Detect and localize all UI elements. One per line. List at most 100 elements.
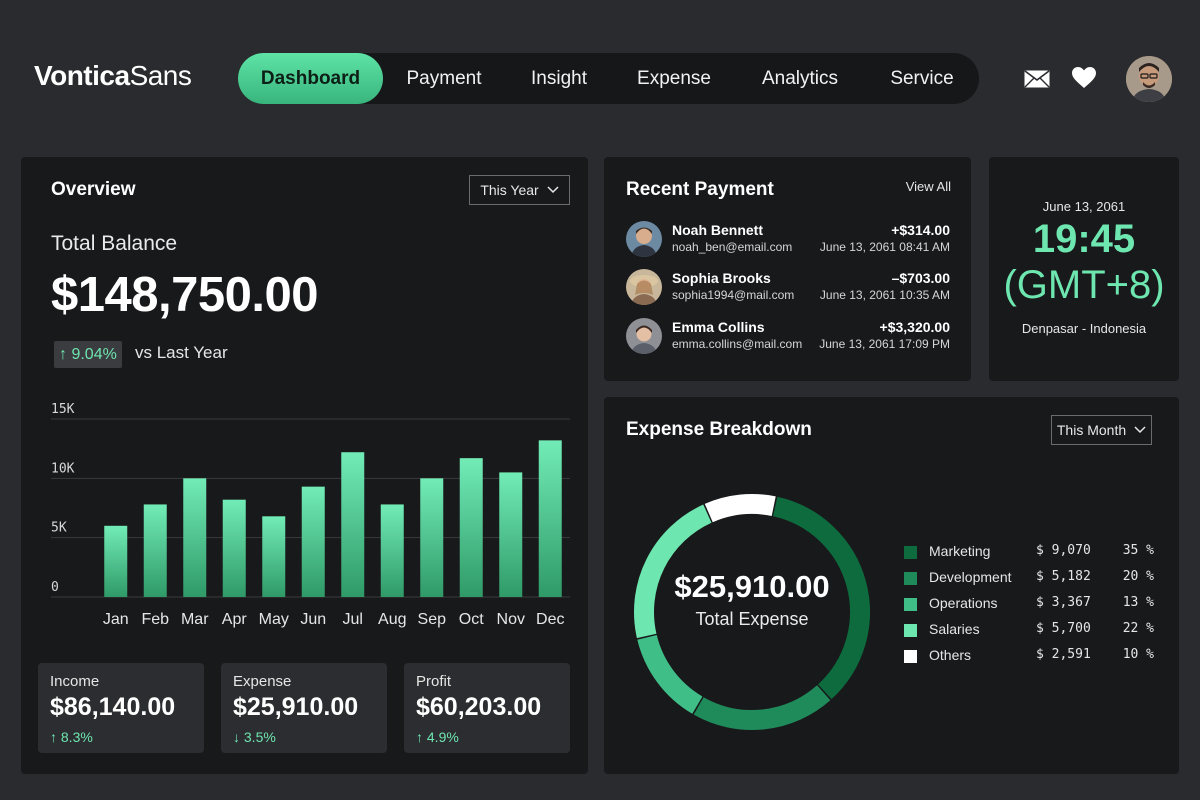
x-tick-label: Feb [141,611,169,628]
x-tick-label: Jun [300,611,326,628]
legend-amount: $ 2,591 [1036,647,1091,662]
legend-name: Others [929,647,972,663]
recent-payment-title: Recent Payment [626,179,774,200]
avatar [626,221,662,257]
nav-dashboard[interactable]: Dashboard [238,53,383,104]
overview-period-dropdown[interactable]: This Year [469,175,570,205]
profit-value: $60,203.00 [416,693,542,721]
chart-bar-oct[interactable] [459,458,483,597]
payment-amount: –$703.00 [891,270,950,286]
donut-slice-others[interactable] [704,494,776,523]
y-tick-label: 0 [51,580,59,595]
recent-payment-panel: Recent Payment View All Noah Bennett noa… [604,157,971,381]
legend-item-development: Development $ 5,182 20 % [904,568,1154,588]
payer-name: Emma Collins [672,319,765,335]
x-tick-label: May [259,611,289,628]
chart-bar-dec[interactable] [538,440,562,597]
user-avatar[interactable] [1126,56,1172,102]
income-card: Income $86,140.00 ↑ 8.3% [38,663,204,753]
x-tick-label: Aug [378,611,406,628]
chart-bar-jun[interactable] [301,486,325,597]
chart-bar-jan[interactable] [104,525,128,597]
logo-light-text: Sans [129,60,192,91]
payment-amount: +$314.00 [891,222,950,238]
donut-slice-development[interactable] [693,685,831,730]
chart-bar-aug[interactable] [380,504,404,597]
mail-icon[interactable] [1024,70,1050,92]
y-tick-label: 15K [51,402,75,417]
legend-swatch [904,598,917,611]
chart-bar-feb[interactable] [143,504,167,597]
x-tick-label: Sep [418,611,447,628]
expense-value: $25,910.00 [233,693,359,721]
x-tick-label: Oct [459,611,484,628]
avatar [626,269,662,305]
nav-insight[interactable]: Insight [531,67,587,89]
chart-bar-jul[interactable] [341,452,365,597]
total-expense-label: Total Expense [695,609,809,629]
income-change: ↑ 8.3% [50,729,93,745]
payment-row[interactable]: Noah Bennett noah_ben@email.com +$314.00… [604,219,971,259]
chart-bar-nov[interactable] [499,472,523,597]
y-tick-label: 10K [51,461,75,476]
donut-slice-marketing[interactable] [772,496,870,700]
view-all-link[interactable]: View All [905,179,951,194]
expense-donut-chart [634,494,870,730]
main-nav: Dashboard Payment Insight Expense Analyt… [238,53,979,104]
y-tick-label: 5K [51,521,67,536]
nav-analytics[interactable]: Analytics [761,67,839,89]
total-balance-value: $148,750.00 [51,268,319,322]
nav-payment[interactable]: Payment [406,67,482,89]
overview-title: Overview [51,179,136,200]
legend-percent: 35 % [1122,543,1154,558]
clock-date: June 13, 2061 [1042,199,1126,214]
legend-item-operations: Operations $ 3,367 13 % [904,594,1154,614]
expense-card: Expense $25,910.00 ↓ 3.5% [221,663,387,753]
donut-slice-salaries[interactable] [634,504,712,639]
legend-swatch [904,624,917,637]
clock-timezone: (GMT+8) [1003,263,1165,307]
legend-item-marketing: Marketing $ 9,070 35 % [904,542,1154,562]
legend-name: Operations [929,595,998,611]
chart-bar-may[interactable] [262,516,286,597]
legend-amount: $ 9,070 [1036,543,1091,558]
expense-breakdown-panel: Expense Breakdown This Month $25,910.00 … [604,397,1179,774]
payment-row[interactable]: Emma Collins emma.collins@mail.com +$3,3… [604,316,971,356]
chart-bar-apr[interactable] [222,499,246,597]
x-tick-label: Dec [536,611,564,628]
nav-service[interactable]: Service [890,67,954,89]
heart-icon[interactable] [1072,67,1098,89]
x-tick-label: Jul [343,611,363,628]
expense-label: Expense [233,673,292,690]
payment-row[interactable]: Sophia Brooks sophia1994@mail.com –$703.… [604,267,971,307]
payer-name: Sophia Brooks [672,270,771,286]
chart-bar-sep[interactable] [420,478,444,597]
clock-panel: June 13, 2061 19:45 (GMT+8) Denpasar - I… [989,157,1179,381]
donut-slice-operations[interactable] [637,634,703,714]
balance-bar-chart: 0 5K 10K 15K Jan Feb Mar Apr May Jun Jul Aug Sep Oct N… [51,402,570,628]
chevron-down-icon [1134,426,1146,434]
legend-swatch [904,650,917,663]
profit-label: Profit [416,673,452,690]
chart-bar-mar[interactable] [183,478,207,597]
legend-percent: 20 % [1122,569,1154,584]
legend-name: Development [929,569,1012,585]
legend-name: Marketing [929,543,991,559]
payment-amount: +$3,320.00 [879,319,950,335]
legend-item-others: Others $ 2,591 10 % [904,646,1154,666]
expense-period-dropdown[interactable]: This Month [1051,415,1152,445]
legend-percent: 22 % [1122,621,1154,636]
nav-expense[interactable]: Expense [637,67,711,89]
legend-amount: $ 3,367 [1036,595,1091,610]
total-balance-label: Total Balance [51,232,178,255]
chevron-down-icon [547,186,559,194]
legend-swatch [904,572,917,585]
income-label: Income [50,673,100,690]
legend-percent: 13 % [1122,595,1154,610]
total-expense-value: $25,910.00 [674,569,830,604]
payer-email: noah_ben@email.com [672,240,793,254]
profit-change: ↑ 4.9% [416,729,459,745]
logo-bold-text: Vontica [34,60,130,91]
x-tick-label: Jan [103,611,129,628]
app-logo: VonticaSans [34,60,192,92]
